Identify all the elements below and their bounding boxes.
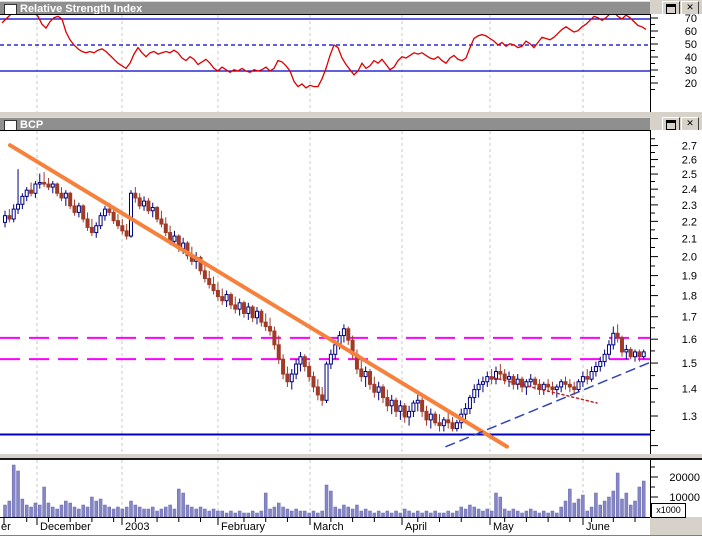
month-label: 2003 [125,521,150,533]
month-label: April [405,521,428,533]
price-plot-area[interactable] [0,130,651,454]
price-y-label: 2.7 [682,141,697,153]
price-axis-margin: 2.7 2.6 2.5 2.4 2.3 2.2 2.1 2.0 1.9 1.8 1.7 1.6 1.5 1… [651,130,702,453]
volume-axis: 20000 10000 [651,466,700,508]
volume-plot-area[interactable] [0,460,651,517]
price-y-label: 2.1 [682,234,697,246]
month-label: March [313,521,344,533]
rsi-plot-area[interactable] [0,14,651,113]
rsi-chart [0,15,650,113]
price-y-label: 2.2 [682,216,697,228]
rsi-restore-button[interactable] [662,1,680,16]
rsi-y-label: 50 [685,39,697,51]
scrollbar-corner [650,517,702,536]
rsi-y-label: 30 [685,65,697,77]
volume-y-label: 10000 [669,492,700,504]
volume-chart [3,460,646,517]
candlestick-chart [0,131,650,454]
rsi-panel-title: Relative Strength Index [20,3,143,15]
rsi-y-label: 40 [685,52,697,64]
month-label: December [40,521,91,533]
month-label: June [586,521,610,533]
panel-divider-1 [0,112,702,117]
price-y-label: 1.4 [682,384,697,396]
bcp-panel-title: BCP [20,119,44,131]
price-y-label: 1.6 [682,334,697,346]
price-y-label: 1.3 [682,411,697,423]
month-label: May [493,521,514,533]
rsi-axis-margin: 70 60 50 40 30 20 [651,14,702,112]
bcp-button-box: ✕ [650,116,702,132]
restore-icon [666,4,676,14]
price-y-label: 1.7 [682,312,697,324]
rsi-button-box: ✕ [650,0,702,16]
rsi-y-label: 70 [685,14,697,25]
volume-y-label: 20000 [669,472,700,484]
price-y-label: 2.5 [682,169,697,181]
x-axis-strip: er December 2003 February March April May June [0,517,652,536]
panel-divider-2 [0,454,702,460]
volume-unit-label: x1000 [651,503,686,518]
close-icon: ✕ [686,118,694,128]
rsi-y-label: 20 [685,78,697,90]
price-y-label: 1.5 [682,358,697,370]
rsi-titlebar[interactable]: Relative Strength Index [0,1,650,15]
month-label: February [221,521,266,533]
x-axis-ticks [3,518,636,525]
price-y-label: 2.3 [682,200,697,212]
month-label: er [1,521,11,533]
restore-icon [666,120,676,130]
price-axis: 2.7 2.6 2.5 2.4 2.3 2.2 2.1 2.0 1.9 1.8 1.7 1.6 1.5 1… [651,138,697,447]
price-y-label: 2.6 [682,155,697,167]
rsi-y-label: 60 [685,26,697,38]
price-y-label: 2.0 [682,252,697,264]
price-y-label: 1.8 [682,291,697,303]
price-y-label: 2.4 [682,184,697,196]
bcp-titlebar[interactable]: BCP [0,117,650,131]
close-icon: ✕ [686,2,694,12]
price-y-label: 1.9 [682,271,697,283]
